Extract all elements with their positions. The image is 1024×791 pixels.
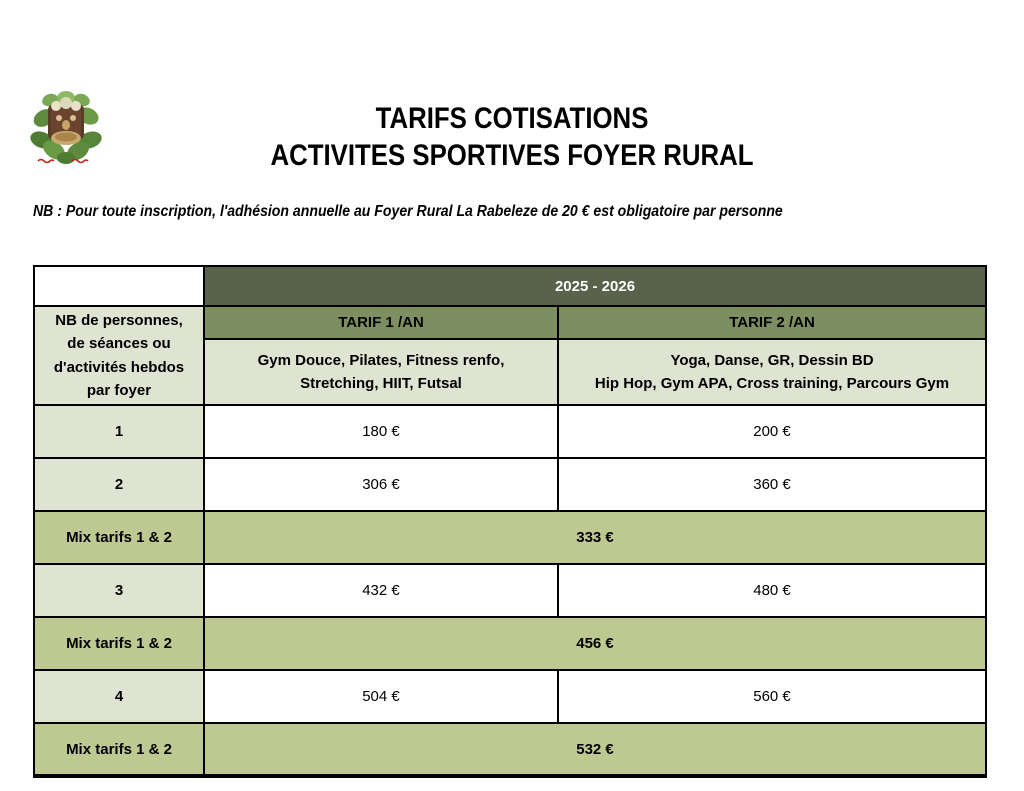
foyer-rural-la-rabeleze-logo: [30, 88, 102, 168]
tarif1-price: 504 €: [203, 669, 559, 724]
blank-corner-cell: [33, 265, 205, 307]
mix-row-label: Mix tarifs 1 & 2: [33, 616, 205, 671]
tariff-table: 2025 - 2026 NB de personnes, de séances …: [33, 265, 988, 778]
table-row-4-persons: 4 504 € 560 €: [33, 669, 988, 724]
table-row-mix-3: Mix tarifs 1 & 2 532 €: [33, 722, 988, 778]
tarif1-activities: Gym Douce, Pilates, Fitness renfo, Stret…: [203, 337, 559, 407]
row-label: 1: [33, 404, 205, 459]
tarif1-price: 306 €: [203, 457, 559, 512]
tarif2-activities: Yoga, Danse, GR, Dessin BD Hip Hop, Gym …: [556, 337, 988, 407]
table-row-3-persons: 3 432 € 480 €: [33, 563, 988, 618]
tarif2-price: 360 €: [556, 457, 988, 512]
title-line-2: ACTIVITES SPORTIVES FOYER RURAL: [270, 139, 754, 172]
season-row: 2025 - 2026: [33, 265, 988, 307]
tarif1-price: 432 €: [203, 563, 559, 618]
title-line-1: TARIFS COTISATIONS: [375, 102, 649, 135]
table-row-mix-2: Mix tarifs 1 & 2 456 €: [33, 616, 988, 671]
tarif-header-row: NB de personnes, de séances ou d'activit…: [33, 305, 988, 406]
page-title: TARIFS COTISATIONS ACTIVITES SPORTIVES F…: [0, 100, 1024, 174]
row-label: 4: [33, 669, 205, 724]
mix-price: 456 €: [202, 616, 988, 671]
membership-note: NB : Pour toute inscription, l'adhésion …: [33, 203, 783, 220]
logo-image: [30, 91, 102, 164]
tarif2-price: 200 €: [556, 404, 988, 459]
mix-row-label: Mix tarifs 1 & 2: [33, 510, 205, 565]
season-header: 2025 - 2026: [202, 265, 988, 307]
tarif2-price: 560 €: [556, 669, 988, 724]
row-label: 3: [33, 563, 205, 618]
row-label: 2: [33, 457, 205, 512]
table-row-mix-1: Mix tarifs 1 & 2 333 €: [33, 510, 988, 565]
mix-price: 532 €: [202, 722, 988, 778]
activities-row: Gym Douce, Pilates, Fitness renfo, Stret…: [34, 337, 988, 407]
tarif2-price: 480 €: [556, 563, 988, 618]
tarif1-price: 180 €: [203, 404, 559, 459]
table-row-1-person: 1 180 € 200 €: [33, 404, 988, 459]
tarif2-header: TARIF 2 /AN: [556, 305, 988, 340]
row-header-cell: NB de personnes, de séances ou d'activit…: [33, 305, 205, 406]
tarif1-header: TARIF 1 /AN: [203, 305, 559, 340]
table-row-2-persons: 2 306 € 360 €: [33, 457, 988, 512]
mix-price: 333 €: [202, 510, 988, 565]
mix-row-label: Mix tarifs 1 & 2: [33, 722, 205, 778]
